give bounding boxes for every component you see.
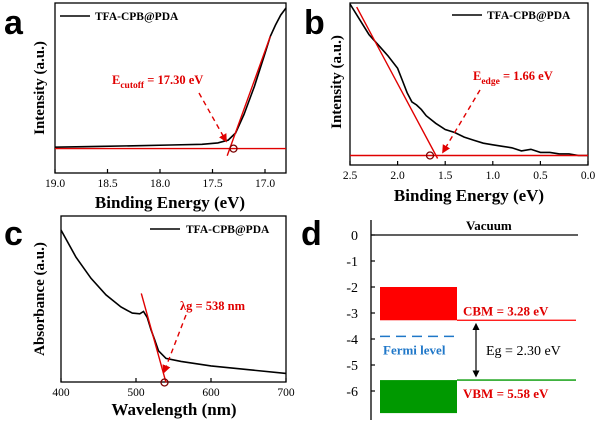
panel-c-bandgap-marker: [160, 378, 169, 387]
panel-a: a 19.0 18.5 18.0 17.5 17.0 Ecutoff = 17.30 e…: [4, 2, 287, 212]
panel-a-x-tick-label: 19.0: [45, 178, 65, 190]
panel-b-letter: b: [304, 4, 325, 42]
panel-c-frame: [60, 215, 287, 383]
panel-a-x-axis-title: Binding Energy (eV): [95, 193, 245, 212]
panel-d-cbm-label: CBM = 3.28 eV: [463, 303, 549, 318]
panel-c-annotation-arrow: [162, 314, 187, 374]
panel-b-frame: [349, 2, 589, 166]
panel-b-x-tick-label: 2.5: [343, 170, 358, 182]
panel-d-y-tick-label: -4: [346, 333, 358, 348]
panel-b-y-axis-title: Intensity (a.u.): [329, 35, 345, 129]
panel-d-vbm-label: VBM = 5.58 eV: [463, 386, 549, 401]
panel-c-series-line: [60, 229, 287, 375]
panel-c-x-tick-label: 600: [202, 387, 220, 399]
panel-d-fermi-label: Fermi level: [383, 342, 446, 357]
panel-a-annotation: Ecutoff = 17.30 eV: [112, 73, 203, 91]
panel-d-vbm-bar: [380, 380, 457, 414]
panel-b-x-tick-label: 0.5: [533, 170, 548, 182]
panel-d-y-tick-label: -1: [346, 255, 358, 270]
panel-b-legend-label: TFA-CPB@PDA: [487, 10, 571, 22]
panel-a-cutoff-marker: [229, 144, 238, 153]
panel-b-x-tick-label: 2.0: [390, 170, 405, 182]
panel-c-x-tick-label: 700: [277, 387, 295, 399]
panel-b-edge-marker: [425, 151, 435, 160]
panel-a-x-tick-label: 18.5: [97, 178, 117, 190]
panel-a-annotation-arrow: [198, 92, 227, 143]
panel-d-y-tick-label: -2: [346, 281, 358, 296]
panel-c-x-axis-title: Wavelength (nm): [111, 400, 236, 419]
panel-a-x-tick-label: 17.5: [202, 178, 222, 190]
panel-a-x-tick-label: 18.0: [150, 178, 170, 190]
panel-d: d 0 -1 -2 -3 -4 -5 -6 Vacuum CBM = 3.28 eV Fer…: [301, 215, 578, 420]
panel-b-x-tick-label: 1.5: [438, 170, 453, 182]
panel-d-gap-label: Eg = 2.30 eV: [486, 344, 561, 359]
panel-d-vacuum-label: Vacuum: [466, 218, 512, 233]
panel-d-y-tick-label: -3: [346, 307, 358, 322]
panel-c-annotation: λg = 538 nm: [180, 299, 246, 313]
panel-a-x-tick-label: 17.0: [255, 178, 275, 190]
panel-c-legend-label: TFA-CPB@PDA: [186, 224, 270, 236]
panel-a-y-axis-title: Intensity (a.u.): [32, 41, 48, 135]
panel-a-frame: [54, 2, 287, 174]
panel-c-x-tick-label: 500: [127, 387, 145, 399]
panel-c-y-axis-title: Absorbance (a.u.): [32, 242, 48, 356]
panel-b-annotation-arrow: [442, 89, 481, 154]
panel-c-edge-fit: [140, 293, 167, 383]
panel-b: b 2.5 2.0 1.5 1.0 0.5 0.0 Eedge = 1.66 eV TFA…: [304, 2, 596, 205]
panel-d-y-tick-label: -5: [346, 359, 358, 374]
panel-b-edge-fit: [356, 6, 439, 159]
panel-c: c 400 500 600 700 λg = 538 nm TFA-CPB@PDA W…: [4, 215, 295, 419]
panel-b-annotation: Eedge = 1.66 eV: [473, 69, 553, 87]
panel-c-x-tick-label: 400: [52, 387, 70, 399]
panel-a-edge-fit: [226, 36, 271, 156]
panel-d-cbm-bar: [380, 287, 457, 321]
panel-a-legend-label: TFA-CPB@PDA: [95, 11, 179, 23]
panel-c-letter: c: [4, 215, 23, 253]
panel-b-x-axis-title: Binding Energy (eV): [394, 186, 544, 205]
panel-a-letter: a: [4, 4, 24, 42]
panel-d-letter: d: [301, 215, 322, 253]
panel-b-x-tick-label: 1.0: [486, 170, 501, 182]
panel-b-x-tick-label: 0.0: [581, 170, 596, 182]
panel-d-y-tick-label: 0: [351, 229, 358, 244]
panel-d-y-tick-label: -6: [346, 385, 358, 400]
